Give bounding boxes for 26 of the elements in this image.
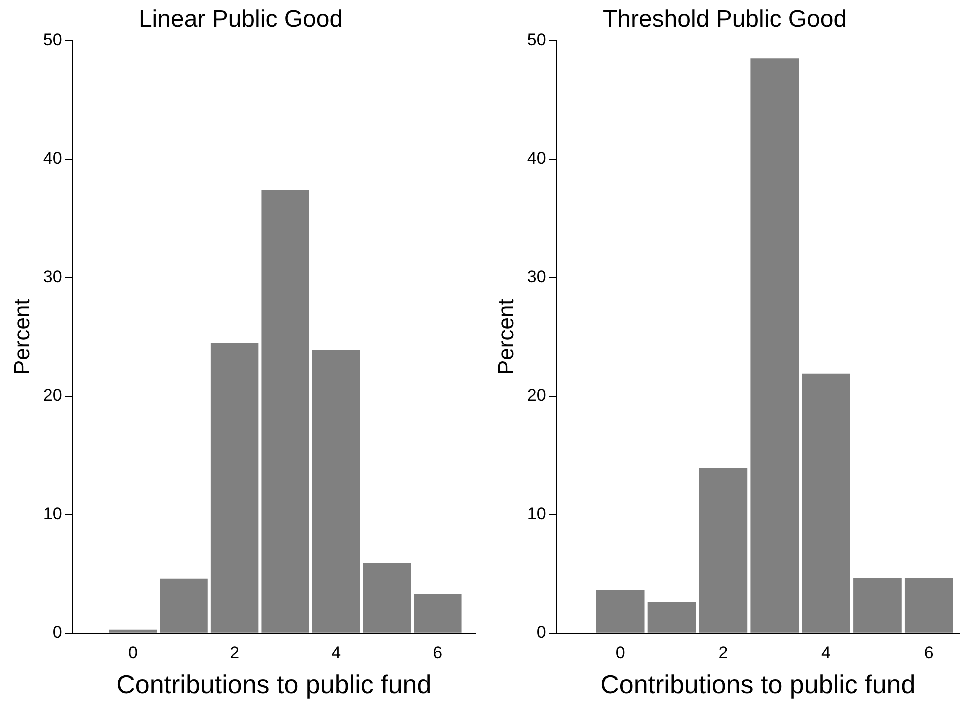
x-tick-label: 4 xyxy=(822,643,832,662)
x-tick-label: 6 xyxy=(924,643,934,662)
y-tick-label: 30 xyxy=(43,268,62,287)
y-tick-label: 10 xyxy=(43,504,62,524)
y-tick-label: 0 xyxy=(536,623,546,642)
y-tick-label: 0 xyxy=(52,623,62,642)
y-tick-label: 20 xyxy=(43,386,62,406)
chart-title: Threshold Public Good xyxy=(602,6,848,34)
x-tick-label: 6 xyxy=(433,643,443,662)
y-tick-label: 30 xyxy=(527,268,546,287)
y-axis-title: Percent xyxy=(493,299,518,376)
y-tick-label: 40 xyxy=(43,149,62,168)
y-axis-title: Percent xyxy=(9,299,34,376)
x-axis-title: Contributions to public fund xyxy=(116,670,432,700)
y-tick-label: 10 xyxy=(527,504,546,524)
x-axis-title: Contributions to public fund xyxy=(600,670,916,700)
y-tick-label: 20 xyxy=(527,386,546,406)
y-tick-label: 50 xyxy=(527,30,546,50)
chart-title: Linear Public Good xyxy=(138,6,344,34)
y-tick-label: 40 xyxy=(527,149,546,168)
x-tick-label: 4 xyxy=(332,643,342,662)
x-tick-label: 0 xyxy=(616,643,626,662)
x-tick-label: 2 xyxy=(230,643,240,662)
x-tick-label: 2 xyxy=(718,643,728,662)
y-tick-label: 50 xyxy=(43,30,62,50)
x-tick-label: 0 xyxy=(128,643,138,662)
